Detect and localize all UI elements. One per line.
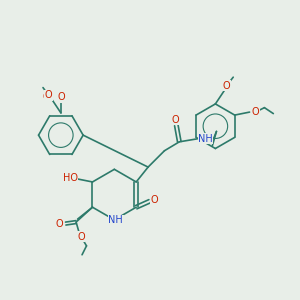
- Text: NH: NH: [108, 215, 123, 225]
- Text: O: O: [57, 92, 64, 102]
- Text: O: O: [44, 90, 52, 100]
- Text: O: O: [151, 195, 158, 205]
- Text: NH: NH: [198, 134, 213, 144]
- Text: O: O: [77, 232, 85, 242]
- Text: O: O: [223, 80, 230, 91]
- Text: O: O: [56, 219, 64, 229]
- Text: HO: HO: [63, 173, 78, 183]
- Text: O: O: [252, 107, 259, 117]
- Text: O: O: [42, 92, 50, 101]
- Text: O: O: [172, 115, 180, 124]
